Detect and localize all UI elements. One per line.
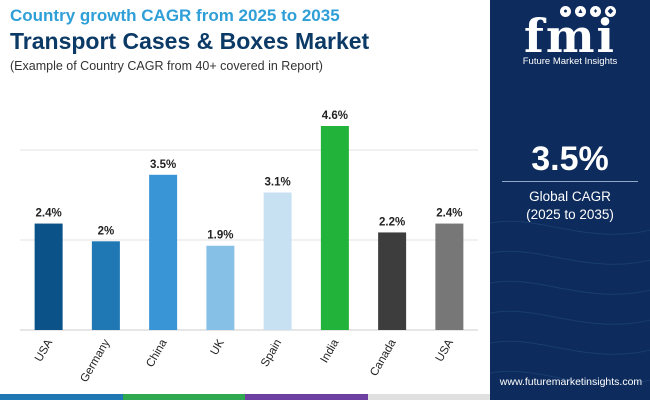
x-tick-label: Canada [368, 337, 399, 378]
footer-color-segment [245, 394, 368, 400]
decorative-pattern [490, 220, 650, 385]
fmi-logo: ● ▲ ♦ ◆ fmi Future Market Insights [490, 6, 650, 67]
chart-kicker: Country growth CAGR from 2025 to 2035 [10, 6, 340, 25]
global-cagr-label-line2: (2025 to 2035) [526, 207, 614, 222]
bar-chart: 2.4% USA 2% Germany 3.5% China 1.9% UK 3.1% Spain… [20, 110, 478, 384]
globe-icon: ● [560, 6, 571, 17]
footer-color-segment [367, 394, 490, 400]
chart-title: Transport Cases & Boxes Market [10, 28, 370, 54]
target-icon: ◆ [605, 6, 616, 17]
bar-data-label: 2.4% [436, 208, 462, 220]
chart-note: (Example of Country CAGR from 40+ covere… [10, 59, 323, 73]
x-tick-label: Germany [78, 337, 112, 384]
sidebar-panel: ● ▲ ♦ ◆ fmi Future Market Insights 3.5% … [490, 0, 650, 400]
bar-data-label: 2.4% [36, 208, 62, 220]
global-cagr-label: Global CAGR (2025 to 2035) [490, 188, 650, 224]
global-cagr-label-line1: Global CAGR [529, 189, 611, 204]
x-tick-label: India [319, 337, 342, 365]
footer-color-segment [0, 394, 123, 400]
bar-data-label: 3.1% [265, 177, 291, 189]
x-tick-label: UK [209, 337, 228, 357]
chart-icon: ▲ [575, 6, 586, 17]
people-icon: ♦ [590, 6, 601, 17]
footer-color-strip [0, 394, 490, 400]
bar [435, 223, 464, 330]
bar-data-label: 3.5% [150, 159, 176, 171]
logo-subtitle: Future Market Insights [522, 56, 618, 67]
x-tick-label: China [144, 337, 170, 370]
x-tick-label: USA [434, 337, 456, 364]
bar [206, 245, 235, 330]
chart-header: Country growth CAGR from 2025 to 2035 Tr… [10, 6, 490, 74]
logo-icon-row: ● ▲ ♦ ◆ [526, 6, 650, 17]
footer-color-segment [122, 394, 245, 400]
x-tick-label: Spain [259, 338, 284, 369]
bar [263, 192, 292, 330]
bar [320, 126, 349, 330]
website-url[interactable]: www.futuremarketinsights.com [499, 376, 643, 388]
bar-data-label: 2% [98, 225, 115, 237]
bar-data-label: 2.2% [379, 216, 405, 228]
global-cagr-value: 3.5% [531, 140, 609, 178]
x-tick-label: USA [33, 337, 55, 364]
bar [378, 232, 407, 330]
bar [149, 174, 178, 330]
kpi-divider [502, 181, 638, 182]
bar-data-label: 1.9% [207, 230, 233, 242]
bar-data-label: 4.6% [322, 110, 348, 122]
bar [34, 223, 63, 330]
bar [91, 241, 120, 330]
logo-wordmark: fmi [524, 9, 616, 63]
